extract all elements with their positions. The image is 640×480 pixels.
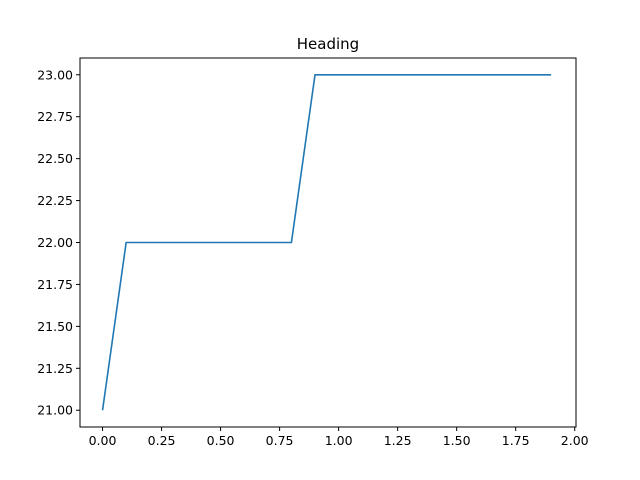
heading-series-line	[101, 73, 552, 411]
y-tick-label: 23.00	[37, 67, 73, 82]
x-tick-label: 2.00	[561, 433, 589, 448]
series-layer	[101, 73, 552, 411]
x-tick-label: 0.50	[207, 433, 235, 448]
chart-title: Heading	[297, 35, 359, 53]
x-tick-label: 0.00	[89, 433, 117, 448]
y-tick-label: 22.75	[37, 109, 73, 124]
y-tick-label: 21.25	[37, 361, 73, 376]
x-tick-label: 1.00	[325, 433, 353, 448]
y-tick-label: 21.50	[37, 319, 73, 334]
y-tick-label: 22.00	[37, 235, 73, 250]
y-axis: 21.00 21.25 21.50 21.75 22.00 22.25 22.50 22.75…	[37, 67, 80, 418]
x-tick-label: 1.75	[502, 433, 530, 448]
x-tick-label: 0.75	[266, 433, 294, 448]
y-tick-label: 22.25	[37, 193, 73, 208]
x-axis: 0.00 0.25 0.50 0.75 1.00 1.25 1.50 1.75 2.00	[89, 427, 589, 448]
x-tick-label: 1.50	[443, 433, 471, 448]
plot-area	[79, 57, 577, 428]
y-tick-label: 21.75	[37, 277, 73, 292]
y-tick-label: 21.00	[37, 403, 73, 418]
y-tick-label: 22.50	[37, 151, 73, 166]
x-tick-label: 0.25	[148, 433, 176, 448]
x-tick-label: 1.25	[384, 433, 412, 448]
